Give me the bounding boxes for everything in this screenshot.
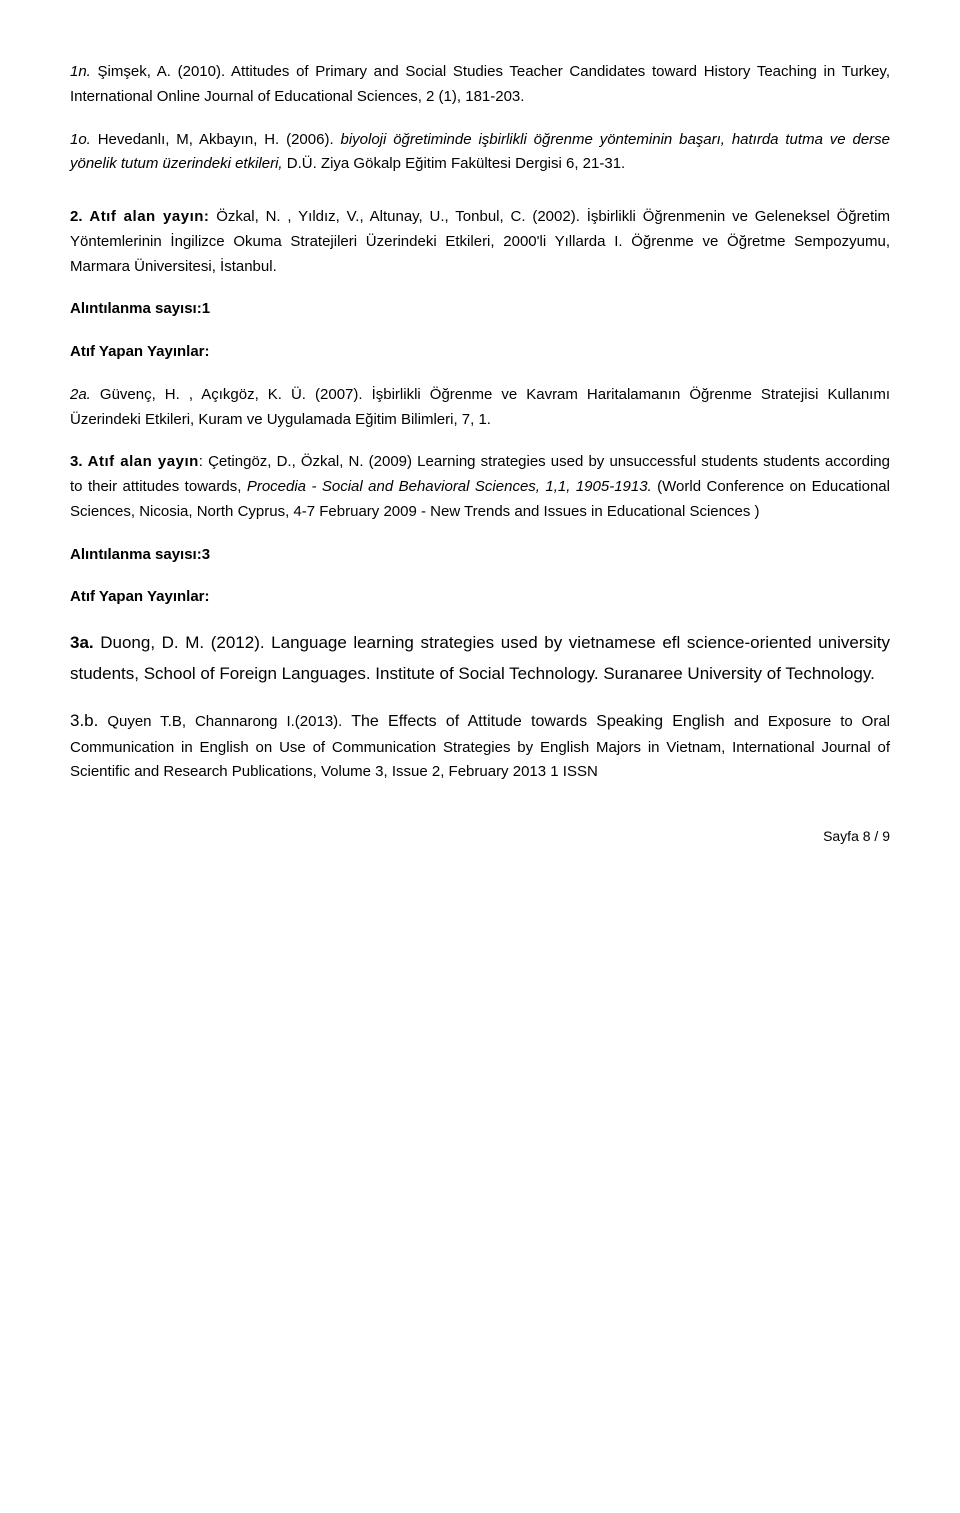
paragraph-2: 2. Atıf alan yayın: Özkal, N. , Yıldız, … xyxy=(70,205,890,279)
ref-marker-1o: 1o. xyxy=(70,131,91,148)
ref-marker-3b: 3.b. xyxy=(70,711,98,730)
citation-count-1: Alıntılanma sayısı:1 xyxy=(70,297,890,322)
page-footer: Sayfa 8 / 9 xyxy=(70,825,890,848)
page-number: Sayfa 8 / 9 xyxy=(823,828,890,844)
ref-num-3: 3. xyxy=(70,453,83,470)
ref-text-1o-part3: D.Ü. Ziya Gökalp Eğitim Fakültesi Dergis… xyxy=(283,155,626,172)
ref-text-1o-part1: Hevedanlı, M, Akbayın, H. (2006). xyxy=(91,131,341,148)
paragraph-1o: 1o. Hevedanlı, M, Akbayın, H. (2006). bi… xyxy=(70,128,890,178)
paragraph-3: 3. Atıf alan yayın: Çetingöz, D., Özkal,… xyxy=(70,450,890,524)
paragraph-3b: 3.b. Quyen T.B, Channarong I.(2013). The… xyxy=(70,707,890,785)
citation-count-3: Alıntılanma sayısı:3 xyxy=(70,543,890,568)
ref-marker-2a: 2a. xyxy=(70,386,91,403)
ref-author-3b: Quyen T.B, Channarong I.(2013). xyxy=(107,713,342,730)
paragraph-1n: 1n. Şimşek, A. (2010). Attitudes of Prim… xyxy=(70,60,890,110)
ref-num-2: 2. xyxy=(70,208,83,225)
citing-pubs-heading-1: Atıf Yapan Yayınlar: xyxy=(70,340,890,365)
ref-text-3a: Duong, D. M. (2012). Language learning s… xyxy=(70,633,890,683)
ref-text-3-italic: Procedia - Social and Behavioral Science… xyxy=(247,478,652,495)
ref-marker-1n: 1n. xyxy=(70,63,91,80)
ref-mid-3b: The Effects of Attitude towards Speaking… xyxy=(342,713,734,730)
ref-label-3: Atıf alan yayın xyxy=(88,453,199,470)
paragraph-2a: 2a. Güvenç, H. , Açıkgöz, K. Ü. (2007). … xyxy=(70,383,890,433)
paragraph-3a: 3a. Duong, D. M. (2012). Language learni… xyxy=(70,628,890,689)
ref-label-2: Atıf alan yayın: xyxy=(89,208,209,225)
citing-pubs-heading-2: Atıf Yapan Yayınlar: xyxy=(70,585,890,610)
ref-text-2a: Güvenç, H. , Açıkgöz, K. Ü. (2007). İşbi… xyxy=(70,386,890,428)
ref-text-1n: Şimşek, A. (2010). Attitudes of Primary … xyxy=(70,63,890,105)
ref-marker-3a: 3a. xyxy=(70,633,94,652)
